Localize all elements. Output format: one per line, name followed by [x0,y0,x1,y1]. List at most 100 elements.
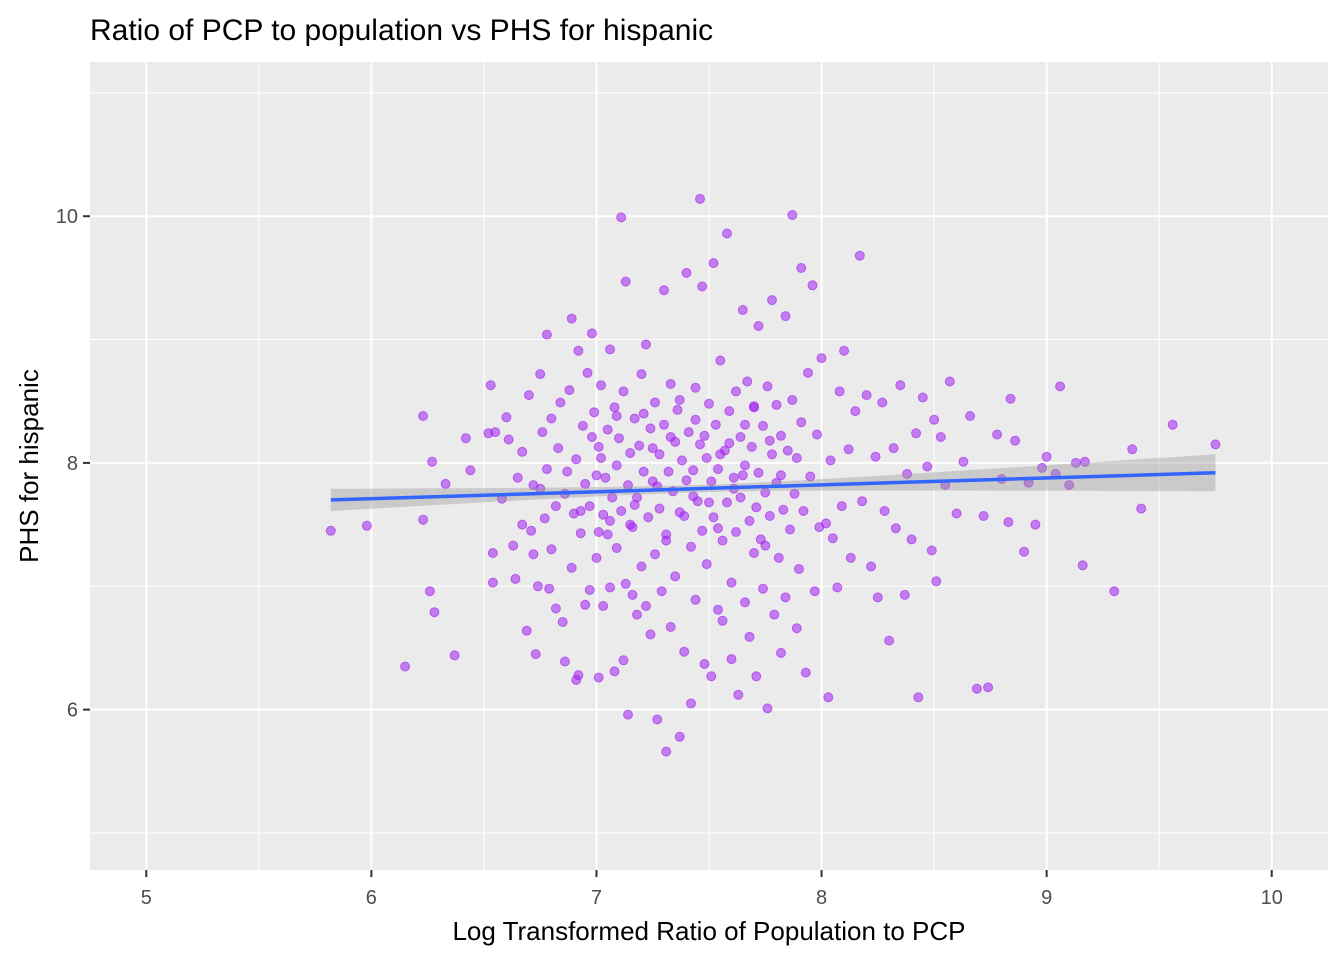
data-point [895,380,906,391]
data-point [713,464,723,475]
data-point [485,380,496,391]
data-point [593,672,604,683]
data-point [528,549,539,560]
data-point [715,355,726,366]
data-point [872,592,883,603]
data-point [870,451,881,462]
data-point [616,212,627,223]
data-point [596,380,606,391]
data-point [926,545,937,556]
data-point [614,433,624,444]
data-point [816,353,827,364]
data-point [490,427,501,438]
data-point [764,511,775,521]
data-point [992,429,1003,440]
data-point [1127,444,1138,455]
data-point [890,523,901,534]
data-point [791,623,802,634]
data-point [827,533,838,544]
data-point [911,428,922,439]
data-point [803,367,813,378]
data-point [1041,451,1052,462]
data-point [632,609,642,620]
data-point [958,456,969,467]
data-point [573,345,584,356]
regression-line [330,471,1216,502]
data-point [1003,517,1014,528]
data-point [503,434,514,445]
data-point [767,295,777,306]
data-point [722,228,732,239]
data-point [537,427,548,438]
data-point [812,429,822,440]
data-point [1030,519,1041,530]
data-point [665,379,676,389]
data-point [769,609,780,620]
data-point [913,692,924,703]
data-point [866,561,877,572]
data-point [625,448,636,458]
data-point [731,527,741,537]
data-point [699,659,710,669]
data-point [605,515,615,526]
data-point [609,402,620,413]
data-point [508,540,519,551]
data-point [546,413,557,424]
data-point [746,441,757,452]
data-point [688,491,699,502]
data-point [715,449,726,460]
data-point [541,329,552,340]
data-point [530,649,541,660]
data-point [861,390,872,401]
data-point [652,714,663,725]
data-point [564,385,575,396]
data-point [751,671,762,682]
data-point [753,321,764,331]
data-point [744,631,755,642]
data-point [573,670,584,681]
data-point [634,440,645,451]
data-point [699,430,710,441]
data-point [620,276,631,287]
data-point [654,503,665,514]
data-point [791,453,802,463]
data-point [726,577,737,588]
data-point [659,285,669,296]
data-point [825,455,836,466]
data-point [735,492,746,503]
data-point [695,439,705,450]
data-point [550,603,561,614]
data-point [740,419,750,430]
data-point [636,369,647,380]
data-point [1037,462,1048,473]
data-point [688,465,699,476]
data-point [681,267,692,278]
data-point [609,666,620,677]
data-point [1010,435,1021,446]
minor-gridlines [90,62,1328,870]
data-point [850,406,861,417]
x-tick-label: 7 [591,887,602,909]
data-point [807,280,818,291]
data-point [785,524,795,535]
data-point [654,449,665,460]
data-point [789,488,800,499]
data-point [1064,480,1075,491]
data-point [944,376,955,387]
data-point [562,466,573,477]
y-axis-ticks: 6 8 10 [56,206,90,722]
data-point [843,444,854,455]
data-point [638,408,649,419]
data-point [501,412,512,423]
data-point [611,411,622,421]
data-point [539,513,550,524]
data-point [690,382,701,393]
data-point [731,386,741,397]
data-point [602,424,613,435]
data-point [629,413,640,424]
data-point [701,559,712,570]
data-point [611,460,622,471]
data-point [778,504,789,515]
data-point [1136,503,1147,514]
